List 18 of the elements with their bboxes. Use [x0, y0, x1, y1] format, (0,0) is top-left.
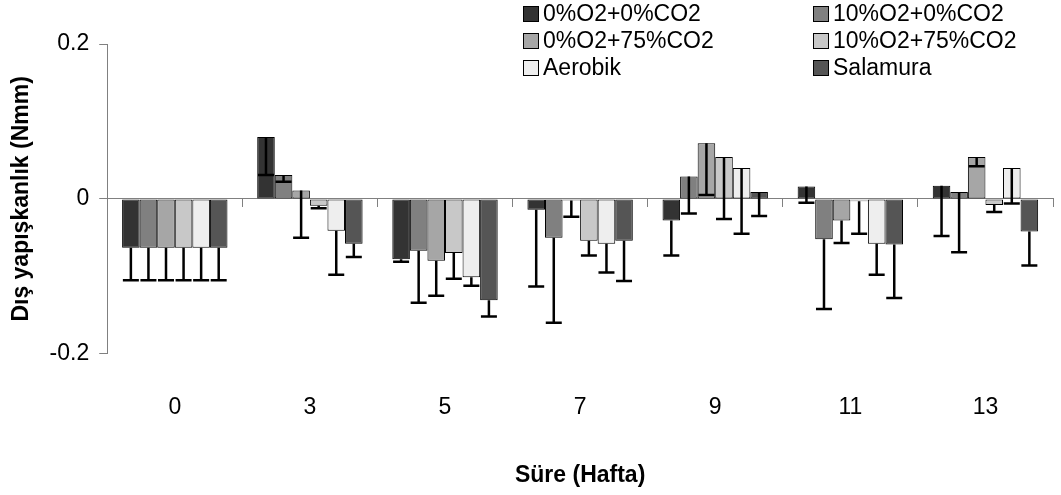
y-axis-title: Dış yapışkanlık (Nmm)	[7, 76, 34, 322]
y-tick-label: -0.2	[49, 339, 90, 366]
x-tick-label: 7	[573, 392, 587, 419]
legend-label: Aerobik	[543, 54, 621, 81]
y-tick-label: 0	[76, 184, 90, 211]
legend-label: 10%O2+0%CO2	[833, 0, 1004, 27]
legend-label: 0%O2+75%CO2	[543, 27, 714, 54]
x-axis-title: Süre (Hafta)	[514, 460, 646, 487]
x-tick-label: 11	[838, 392, 863, 419]
y-tick-label: 0.2	[57, 29, 90, 56]
legend-label: Salamura	[833, 54, 932, 81]
x-tick-label: 9	[708, 392, 722, 419]
legend-label: 0%O2+0%CO2	[543, 0, 701, 27]
x-tick-label: 5	[438, 392, 452, 419]
x-tick-label: 13	[972, 392, 999, 419]
x-tick-label: 3	[303, 392, 317, 419]
legend-label: 10%O2+75%CO2	[833, 27, 1017, 54]
x-tick-label: 0	[168, 392, 182, 419]
